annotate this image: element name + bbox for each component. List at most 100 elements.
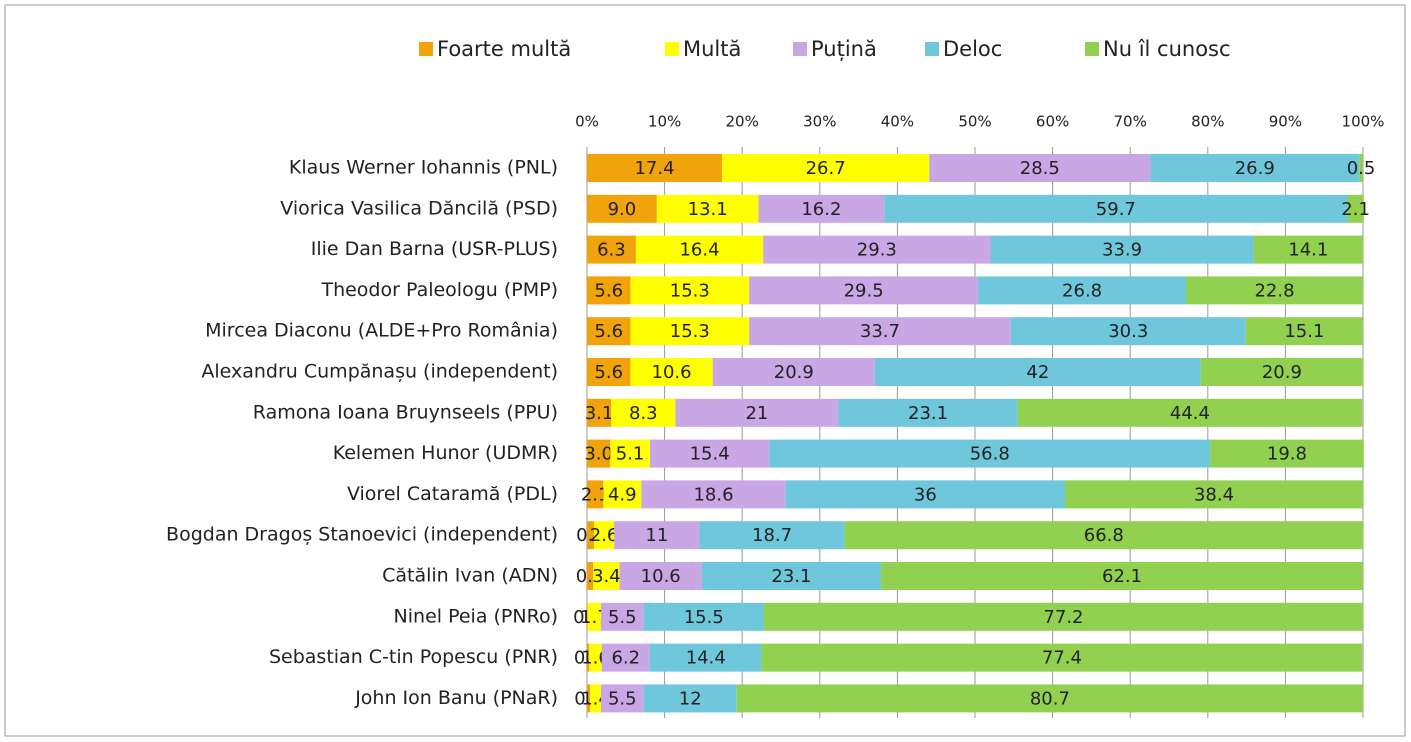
bar-segment — [1245, 317, 1363, 346]
data-label: 12 — [679, 688, 702, 709]
y-tick-label: Alexandru Cumpănașu (independent) — [201, 361, 558, 383]
data-label: 33.7 — [860, 321, 900, 342]
data-label: 44.4 — [1170, 403, 1210, 424]
y-tick-label: Ninel Peia (PNRo) — [394, 605, 558, 627]
data-label: 26.9 — [1235, 158, 1275, 179]
x-tick-label: 0% — [575, 113, 599, 131]
data-label: 14.4 — [686, 648, 726, 669]
bar-segment — [749, 317, 1011, 346]
y-tick-label: Klaus Werner Iohannis (PNL) — [289, 157, 558, 179]
bar-segment — [1347, 194, 1364, 223]
data-label: 2.6 — [590, 525, 619, 546]
y-tick-label: Theodor Paleologu (PMP) — [320, 279, 558, 301]
x-tick-label: 20% — [726, 113, 759, 131]
bar-segment — [587, 684, 591, 713]
data-label: 17.4 — [634, 158, 674, 179]
data-label: 14.1 — [1288, 240, 1328, 261]
bar-segment — [600, 684, 644, 713]
data-label: 62.1 — [1102, 566, 1142, 587]
data-label: 26.7 — [806, 158, 846, 179]
data-label: 28.5 — [1020, 158, 1060, 179]
data-label: 10.6 — [652, 362, 692, 383]
bar-segment — [593, 562, 620, 590]
bar-segment — [649, 643, 762, 672]
data-label: 2.1 — [581, 484, 610, 505]
bar-segment — [785, 480, 1066, 509]
bar-segment — [844, 521, 1363, 550]
bar-segment — [758, 194, 885, 223]
data-label: 16.2 — [801, 199, 841, 220]
bar-segment — [763, 235, 991, 264]
x-tick-label: 70% — [1114, 113, 1147, 131]
bar-segment — [641, 480, 786, 509]
data-label: 33.9 — [1102, 240, 1142, 261]
data-label: 19.8 — [1267, 444, 1307, 465]
bar-segment — [838, 398, 1018, 427]
data-label: 6.3 — [597, 240, 626, 261]
bar-segment — [587, 398, 612, 427]
data-label: 8.3 — [629, 403, 658, 424]
data-label: 3.0 — [584, 444, 613, 465]
y-tick-label: Kelemen Hunor (UDMR) — [333, 442, 558, 464]
data-label: 18.7 — [752, 525, 792, 546]
y-tick-label: Mircea Diaconu (ALDE+Pro România) — [205, 320, 558, 342]
data-label: 16.4 — [679, 240, 719, 261]
data-label: 38.4 — [1194, 484, 1234, 505]
bar-segment — [701, 562, 882, 590]
data-label: 18.6 — [693, 484, 733, 505]
bar-segment — [769, 439, 1211, 468]
data-label: 5.5 — [608, 607, 637, 628]
data-label: 11 — [645, 525, 668, 546]
bar-segment — [587, 602, 601, 631]
legend-swatch — [1085, 42, 1099, 56]
data-label: 4.9 — [608, 484, 637, 505]
bar-segment — [587, 439, 611, 468]
bar-segment — [722, 154, 930, 182]
bar-segment — [587, 235, 636, 264]
bar-segment — [649, 439, 770, 468]
bar-segment — [643, 602, 764, 631]
bar-segment — [1359, 154, 1363, 182]
legend-swatch — [793, 42, 807, 56]
data-label: 80.7 — [1030, 688, 1070, 709]
bar-segment — [587, 154, 723, 182]
legend-label: Multă — [683, 37, 741, 61]
data-label: 5.5 — [608, 688, 637, 709]
bar-segment — [603, 480, 642, 509]
bar-segment — [587, 480, 604, 509]
bar-segment — [587, 521, 594, 550]
bar-segment — [656, 194, 759, 223]
bar-segment — [630, 358, 713, 386]
x-tick-label: 40% — [881, 113, 914, 131]
data-label: 5.6 — [594, 362, 623, 383]
data-label: 36 — [914, 484, 937, 505]
y-tick-label: John Ion Banu (PNaR) — [354, 687, 558, 709]
bar-segment — [736, 684, 1363, 713]
bar-segment — [630, 276, 750, 305]
data-label: 42 — [1026, 362, 1049, 383]
bar-segment — [1010, 317, 1246, 346]
data-label: 59.7 — [1096, 199, 1136, 220]
y-tick-label: Cătălin Ivan (ADN) — [382, 565, 558, 587]
bar-segment — [874, 358, 1201, 386]
bar-segment — [712, 358, 875, 386]
data-label: 5.6 — [594, 321, 623, 342]
bar-segment — [675, 398, 839, 427]
data-label: 20.9 — [774, 362, 814, 383]
bar-segment — [1186, 276, 1363, 305]
y-tick-label: Viorel Cataramă (PDL) — [347, 483, 558, 505]
legend-swatch — [665, 42, 679, 56]
bar-segment — [635, 235, 764, 264]
data-label: 23.1 — [908, 403, 948, 424]
data-label: 30.3 — [1108, 321, 1148, 342]
bar-segment — [643, 684, 737, 713]
x-tick-label: 80% — [1191, 113, 1224, 131]
x-tick-label: 30% — [803, 113, 836, 131]
y-tick-label: Sebastian C-tin Popescu (PNR) — [269, 646, 558, 668]
bar-segment — [1150, 154, 1360, 182]
bar-segment — [614, 521, 700, 550]
legend-swatch — [925, 42, 939, 56]
x-tick-label: 100% — [1342, 113, 1385, 131]
bar-segment — [884, 194, 1348, 223]
data-label: 66.8 — [1084, 525, 1124, 546]
